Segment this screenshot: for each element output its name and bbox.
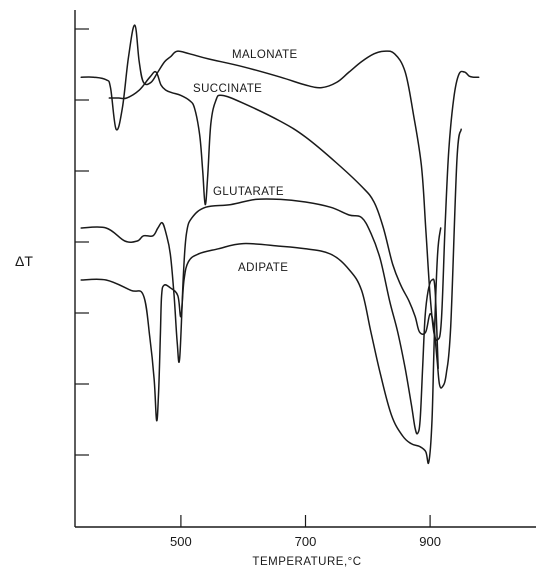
- x-axis-ticks: 500 700 900: [170, 515, 441, 549]
- x-tick-label: 700: [295, 534, 317, 549]
- curve-malonate: [80, 24, 480, 342]
- curve-labels: MALONATE SUCCINATE GLUTARATE ADIPATE: [193, 49, 298, 274]
- curve-succinate: [108, 70, 462, 389]
- curves: [80, 24, 480, 465]
- y-axis-ticks: [75, 28, 89, 456]
- chart-axes: [74, 10, 536, 528]
- label-malonate: MALONATE: [232, 49, 298, 61]
- curve-glutarate: [80, 198, 439, 435]
- curve-adipate: [80, 227, 442, 465]
- x-axis-title: TEMPERATURE,°C: [252, 556, 361, 568]
- x-tick-label: 900: [419, 534, 441, 549]
- x-tick-label: 500: [170, 534, 192, 549]
- label-glutarate: GLUTARATE: [213, 186, 284, 198]
- label-adipate: ADIPATE: [238, 262, 288, 274]
- y-axis-title: ΔT: [15, 253, 33, 269]
- label-succinate: SUCCINATE: [193, 83, 262, 95]
